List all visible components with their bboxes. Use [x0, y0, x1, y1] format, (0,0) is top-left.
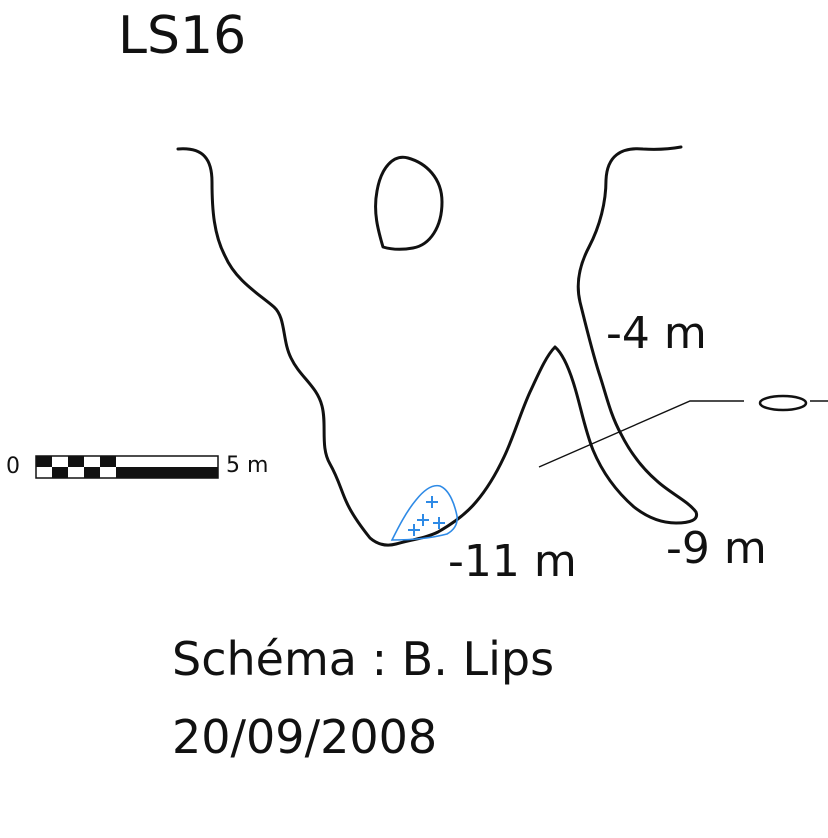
depth-label-right: -9 m	[666, 523, 767, 574]
scale-bar	[35, 455, 219, 479]
survey-line	[538, 400, 744, 468]
survey-date: 20/09/2008	[172, 710, 438, 764]
author-credit: Schéma : B. Lips	[172, 632, 555, 686]
entrance-marker	[758, 394, 808, 412]
water-pool	[390, 484, 458, 541]
depth-label-upper: -4 m	[606, 308, 707, 359]
scale-start-label: 0	[6, 454, 20, 479]
upper-chamber-outline	[374, 155, 444, 251]
scale-end-label: 5 m	[226, 453, 269, 478]
water-plus-icon	[408, 496, 445, 536]
cave-title: LS16	[118, 6, 247, 66]
depth-label-bottom: -11 m	[448, 536, 577, 587]
cave-wall-outline	[176, 145, 699, 547]
